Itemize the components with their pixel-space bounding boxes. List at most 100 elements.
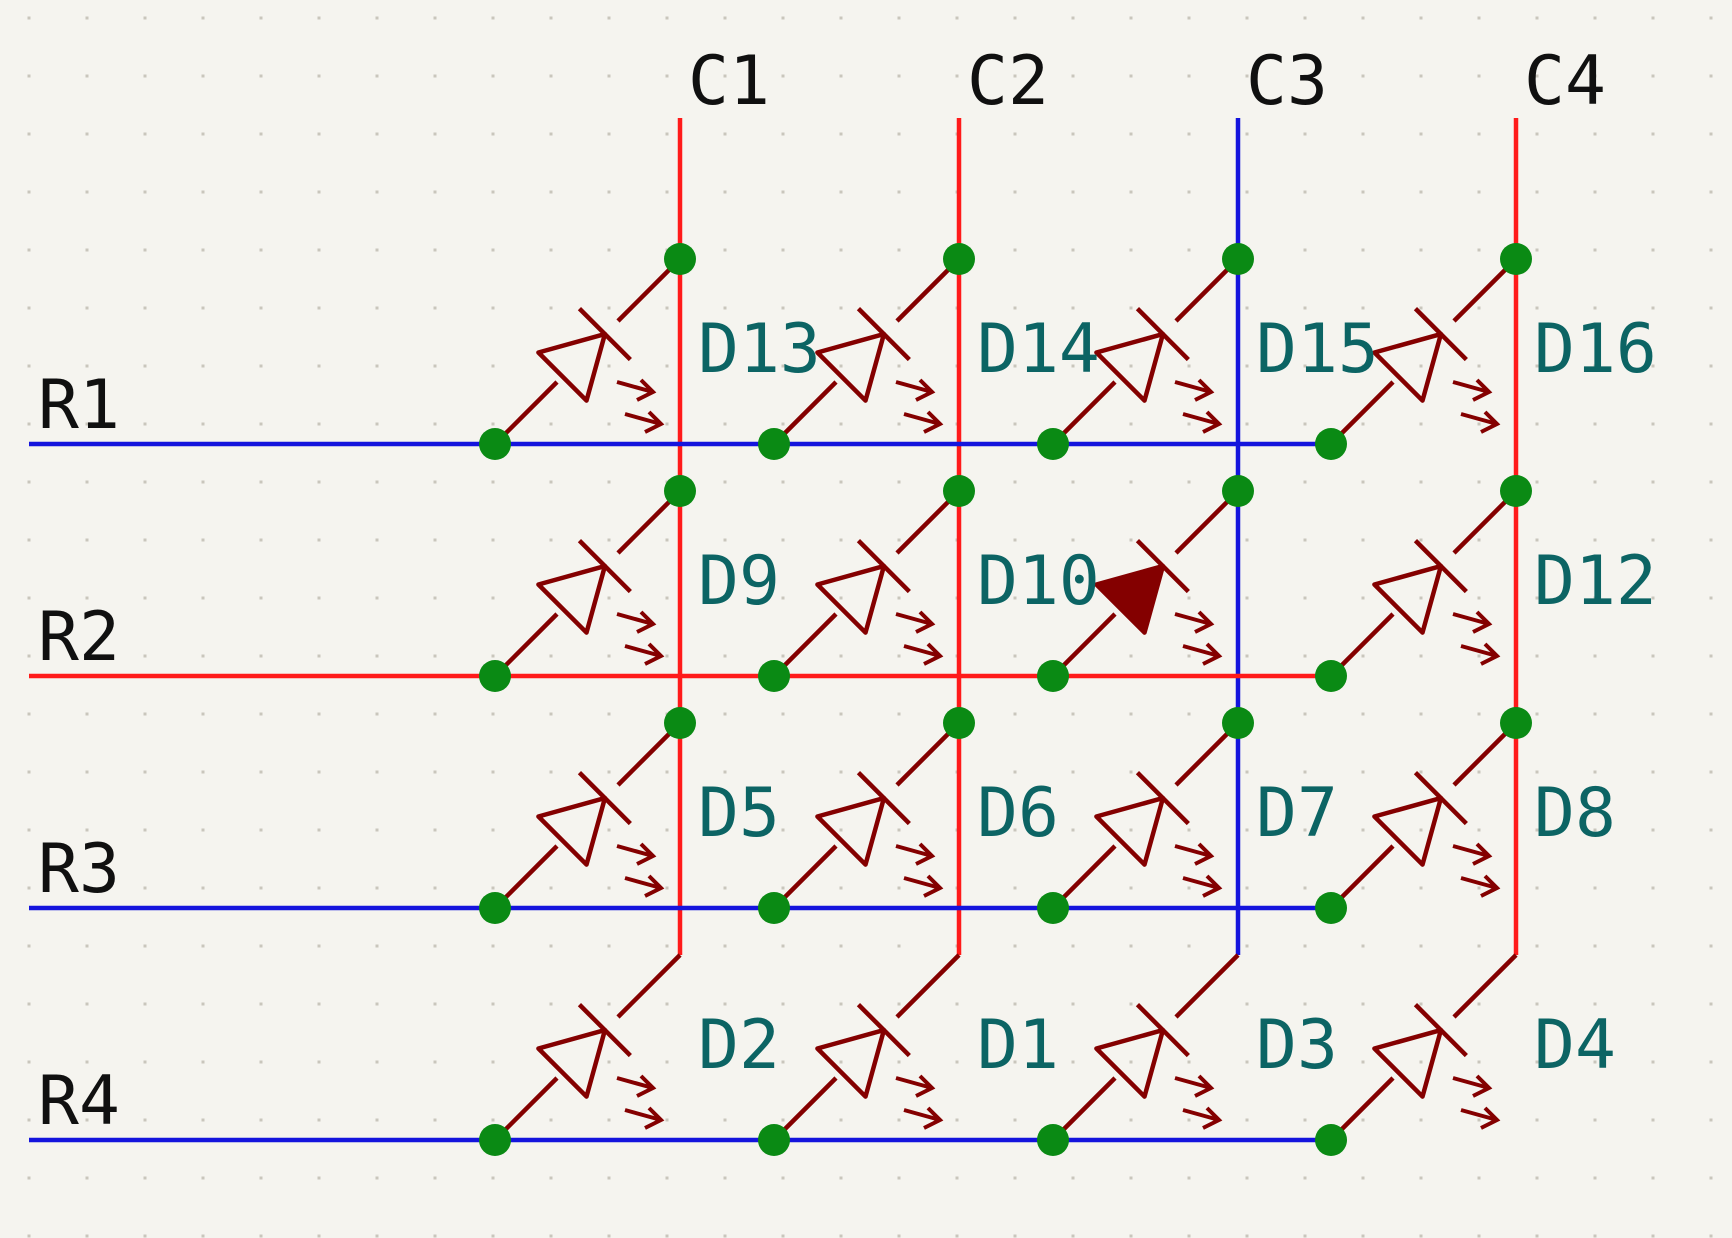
grid-dot [259,1118,263,1122]
led-arrowhead [1194,842,1215,866]
grid-dot [1187,1060,1191,1064]
grid-dot [317,1176,321,1180]
grid-dot [1303,944,1307,948]
grid-dot [1709,132,1713,136]
grid-dot [723,74,727,78]
grid-dot [1303,422,1307,426]
grid-dot [1361,132,1365,136]
grid-dot [839,364,843,368]
grid-dot [27,16,31,20]
led-ref-label: D2 [698,1006,780,1085]
grid-dot [1245,654,1249,658]
grid-dot [375,16,379,20]
junction-dot [664,707,696,739]
grid-dot [27,306,31,310]
grid-dot [1013,364,1017,368]
led-arrowhead [915,610,936,634]
junction-dot [1222,475,1254,507]
grid-dot [201,828,205,832]
grid-dot [433,422,437,426]
junction-dot [758,892,790,924]
led-arrow [903,876,941,890]
grid-dot [433,306,437,310]
grid-dot [317,712,321,716]
grid-dot [607,596,611,600]
led-ref-label: D13 [698,310,821,389]
grid-dot [1477,1060,1481,1064]
grid-dot [85,770,89,774]
grid-dot [897,132,901,136]
led-ref-label: D15 [1256,310,1379,389]
grid-dot [375,538,379,542]
grid-dot [781,596,785,600]
grid-dot [665,422,669,426]
grid-dot [1709,770,1713,774]
grid-dot [1361,480,1365,484]
grid-dot [143,190,147,194]
led-triangle [815,795,887,867]
led-arrow [1174,844,1212,858]
led-d9 [493,489,682,678]
grid-dot [1013,1002,1017,1006]
grid-dot [1477,480,1481,484]
grid-dot [1477,190,1481,194]
grid-dot [1593,422,1597,426]
grid-dot [1071,1176,1075,1180]
grid-dot [1419,248,1423,252]
led-arrow [1460,1108,1498,1122]
led-arrow [895,380,933,394]
grid-dot [1709,190,1713,194]
grid-dot [723,422,727,426]
junction-dot [943,707,975,739]
grid-dot [1013,1118,1017,1122]
junction-dot [479,660,511,692]
grid-dot [143,306,147,310]
grid-dot [27,828,31,832]
grid-dot [433,74,437,78]
grid-dot [781,828,785,832]
grid-dot [1419,1234,1423,1238]
grid-dot [1709,828,1713,832]
grid-dot [1651,1234,1655,1238]
grid-dot [549,306,553,310]
grid-dot [1593,248,1597,252]
led-arrow [903,412,941,426]
grid-dot [1129,480,1133,484]
grid-dot [1651,1002,1655,1006]
grid-dot [317,132,321,136]
grid-dot [897,306,901,310]
grid-dot [201,132,205,136]
grid-dot [549,944,553,948]
grid-dot [607,16,611,20]
grid-dot [85,654,89,658]
led-body [1094,307,1190,403]
grid-dot [1419,886,1423,890]
led-emission-arrows [1452,842,1501,898]
grid-dot [1303,1060,1307,1064]
grid-dot [955,1118,959,1122]
grid-dot [607,364,611,368]
grid-dot [433,654,437,658]
grid-dot [259,538,263,542]
led-d8 [1329,721,1518,910]
led-body [536,307,632,403]
grid-dot [1245,538,1249,542]
grid-dot [1303,74,1307,78]
grid-dot [375,306,379,310]
grid-dot [1129,306,1133,310]
led-emission-arrows [895,1074,944,1130]
grid-dot [375,712,379,716]
grid-dot [259,306,263,310]
grid-dot [1593,886,1597,890]
grid-dot [375,886,379,890]
grid-dot [1361,828,1365,832]
grid-dot [1651,944,1655,948]
grid-dot [1535,1002,1539,1006]
grid-dot [375,364,379,368]
grid-dot [85,1118,89,1122]
grid-dot [317,306,321,310]
grid-dot [1187,596,1191,600]
grid-dot [1477,1118,1481,1122]
led-arrow [616,612,654,626]
led-arrowhead [915,842,936,866]
